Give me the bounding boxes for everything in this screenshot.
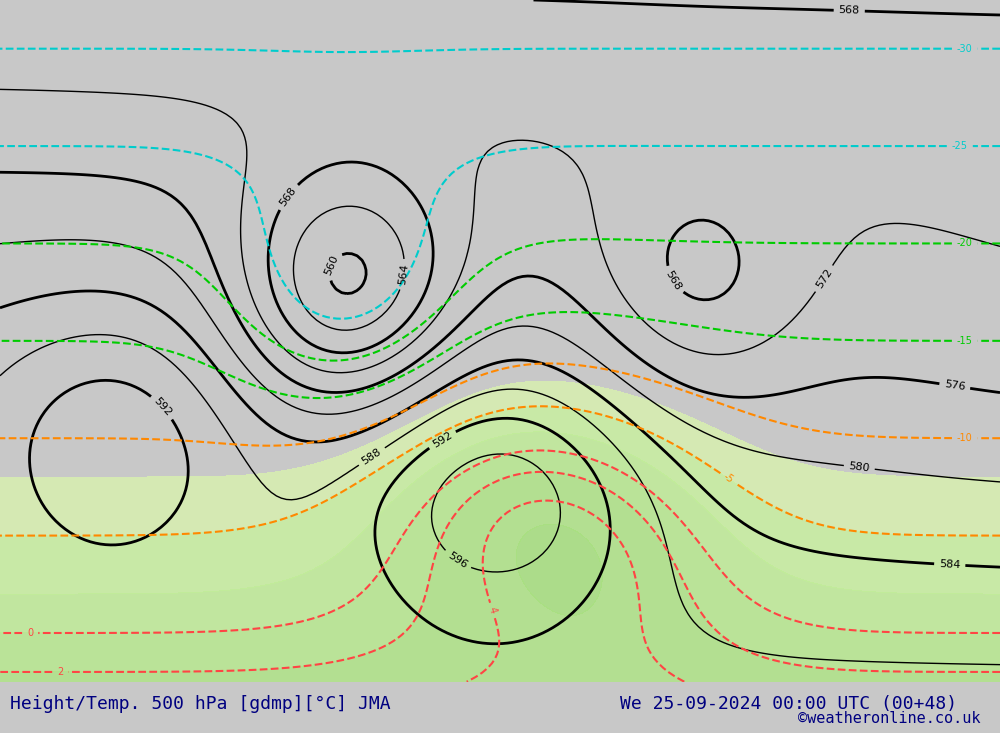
Text: 596: 596 [446, 550, 469, 570]
Text: 588: 588 [360, 446, 383, 467]
Text: We 25-09-2024 00:00 UTC (00+48): We 25-09-2024 00:00 UTC (00+48) [620, 695, 957, 712]
Text: 592: 592 [431, 430, 454, 449]
Text: 4: 4 [487, 606, 498, 615]
Text: -5: -5 [722, 472, 735, 485]
Text: 592: 592 [152, 396, 173, 419]
Text: 560: 560 [323, 254, 340, 277]
Text: 576: 576 [944, 380, 966, 393]
Text: 0: 0 [27, 628, 33, 638]
Text: 568: 568 [278, 185, 298, 208]
Text: -10: -10 [957, 433, 973, 443]
Text: 2: 2 [57, 667, 63, 677]
Text: Height/Temp. 500 hPa [gdmp][°C] JMA: Height/Temp. 500 hPa [gdmp][°C] JMA [10, 695, 391, 712]
Text: 572: 572 [814, 267, 834, 290]
Text: -20: -20 [957, 238, 973, 248]
Text: 564: 564 [397, 263, 410, 286]
Text: 568: 568 [839, 5, 860, 16]
Text: 568: 568 [664, 269, 683, 292]
Text: 580: 580 [848, 461, 870, 474]
Text: 584: 584 [939, 559, 961, 570]
Text: -15: -15 [957, 336, 973, 346]
Text: -25: -25 [952, 141, 968, 151]
Text: ©weatheronline.co.uk: ©weatheronline.co.uk [798, 711, 980, 726]
Text: -30: -30 [957, 44, 973, 54]
